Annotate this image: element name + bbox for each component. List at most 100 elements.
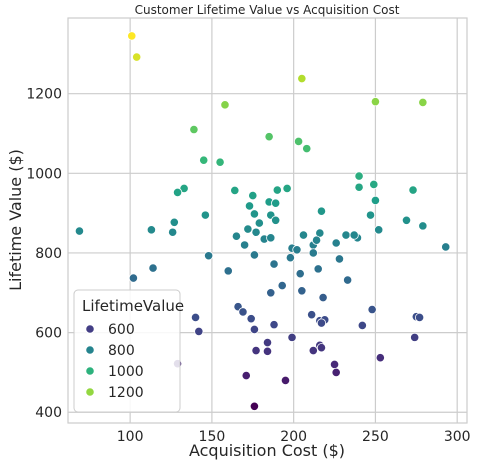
data-point: [190, 312, 201, 323]
data-point: [374, 225, 384, 235]
data-point: [238, 307, 248, 317]
legend-box: [73, 289, 181, 413]
data-point: [297, 73, 307, 84]
data-point: [271, 198, 281, 208]
legend-marker: [85, 324, 95, 334]
data-point: [266, 288, 276, 298]
data-point: [316, 343, 327, 353]
data-point: [307, 310, 317, 320]
data-point: [357, 320, 367, 331]
data-point: [199, 155, 209, 165]
data-point: [266, 233, 276, 243]
data-point: [369, 179, 379, 190]
x-tick-label: 300: [444, 429, 471, 445]
legend-title: LifetimeValue: [82, 297, 184, 315]
data-point: [231, 231, 242, 241]
data-point: [365, 210, 376, 220]
data-point: [254, 218, 264, 228]
data-point: [316, 206, 327, 216]
data-point: [249, 209, 260, 219]
legend-marker: [85, 366, 95, 376]
data-point: [316, 318, 327, 328]
data-point: [302, 144, 312, 154]
y-tick-label: 600: [35, 326, 62, 342]
data-point: [179, 183, 189, 194]
chart-title: Customer Lifetime Value vs Acquisition C…: [135, 3, 400, 17]
x-tick-labels: 100 150 200 250 300: [117, 429, 471, 445]
data-point: [249, 324, 260, 335]
data-point: [200, 210, 210, 220]
data-point: [169, 217, 179, 227]
x-tick-label: 100: [117, 429, 144, 445]
legend-entries: 600 800 1000 1200: [85, 322, 144, 401]
data-point: [241, 371, 251, 381]
data-point: [230, 185, 240, 196]
data-point: [223, 266, 233, 276]
data-point: [172, 187, 183, 198]
legend-label: 1200: [108, 385, 144, 401]
data-points: [74, 31, 451, 411]
data-point: [168, 227, 178, 237]
data-point: [331, 238, 341, 248]
data-point: [251, 345, 261, 356]
data-point: [349, 230, 359, 240]
data-point: [240, 240, 250, 250]
data-point: [287, 332, 297, 342]
y-tick-labels: 400 600 800 1000 1200: [26, 87, 62, 422]
data-point: [251, 227, 261, 237]
data-point: [370, 97, 381, 107]
data-point: [220, 100, 230, 110]
y-tick-label: 1000: [26, 166, 62, 182]
data-point: [418, 97, 428, 108]
data-point: [132, 52, 142, 62]
data-point: [410, 332, 420, 342]
x-tick-label: 200: [280, 429, 307, 445]
data-point: [264, 132, 274, 142]
data-point: [127, 31, 137, 41]
legend-label: 800: [108, 343, 135, 359]
data-point: [418, 221, 428, 231]
x-tick-label: 150: [199, 429, 226, 445]
data-point: [194, 326, 204, 337]
data-point: [269, 259, 279, 269]
data-point: [375, 353, 385, 363]
data-point: [269, 320, 279, 330]
data-point: [277, 281, 287, 291]
data-point: [292, 245, 302, 255]
data-point: [341, 230, 351, 240]
legend-label: 600: [108, 322, 135, 338]
y-tick-label: 1200: [26, 87, 62, 103]
data-point: [343, 275, 353, 285]
x-tick-label: 250: [362, 429, 389, 445]
data-point: [215, 157, 225, 167]
y-axis-label: Lifetime Value ($): [6, 149, 25, 291]
data-point: [408, 185, 418, 195]
data-point: [146, 225, 156, 235]
data-point: [271, 215, 281, 225]
data-point: [74, 226, 85, 236]
legend-marker: [85, 387, 95, 397]
data-point: [293, 136, 304, 147]
data-point: [280, 375, 291, 385]
data-point: [414, 312, 425, 323]
data-point: [311, 235, 322, 245]
data-point: [313, 264, 323, 274]
data-point: [308, 248, 318, 258]
data-point: [243, 224, 253, 234]
legend: LifetimeValue 600 800 1000 1200: [73, 289, 184, 413]
data-point: [308, 345, 318, 356]
data-point: [262, 346, 273, 356]
data-point: [189, 124, 199, 135]
data-point: [148, 263, 158, 273]
data-point: [248, 191, 258, 201]
data-point: [298, 230, 309, 240]
data-point: [249, 401, 260, 411]
data-point: [401, 215, 412, 225]
y-tick-label: 800: [35, 246, 62, 262]
data-point: [331, 367, 341, 378]
data-point: [295, 269, 305, 279]
data-point: [285, 253, 295, 263]
data-point: [297, 286, 307, 296]
data-point: [204, 251, 214, 261]
